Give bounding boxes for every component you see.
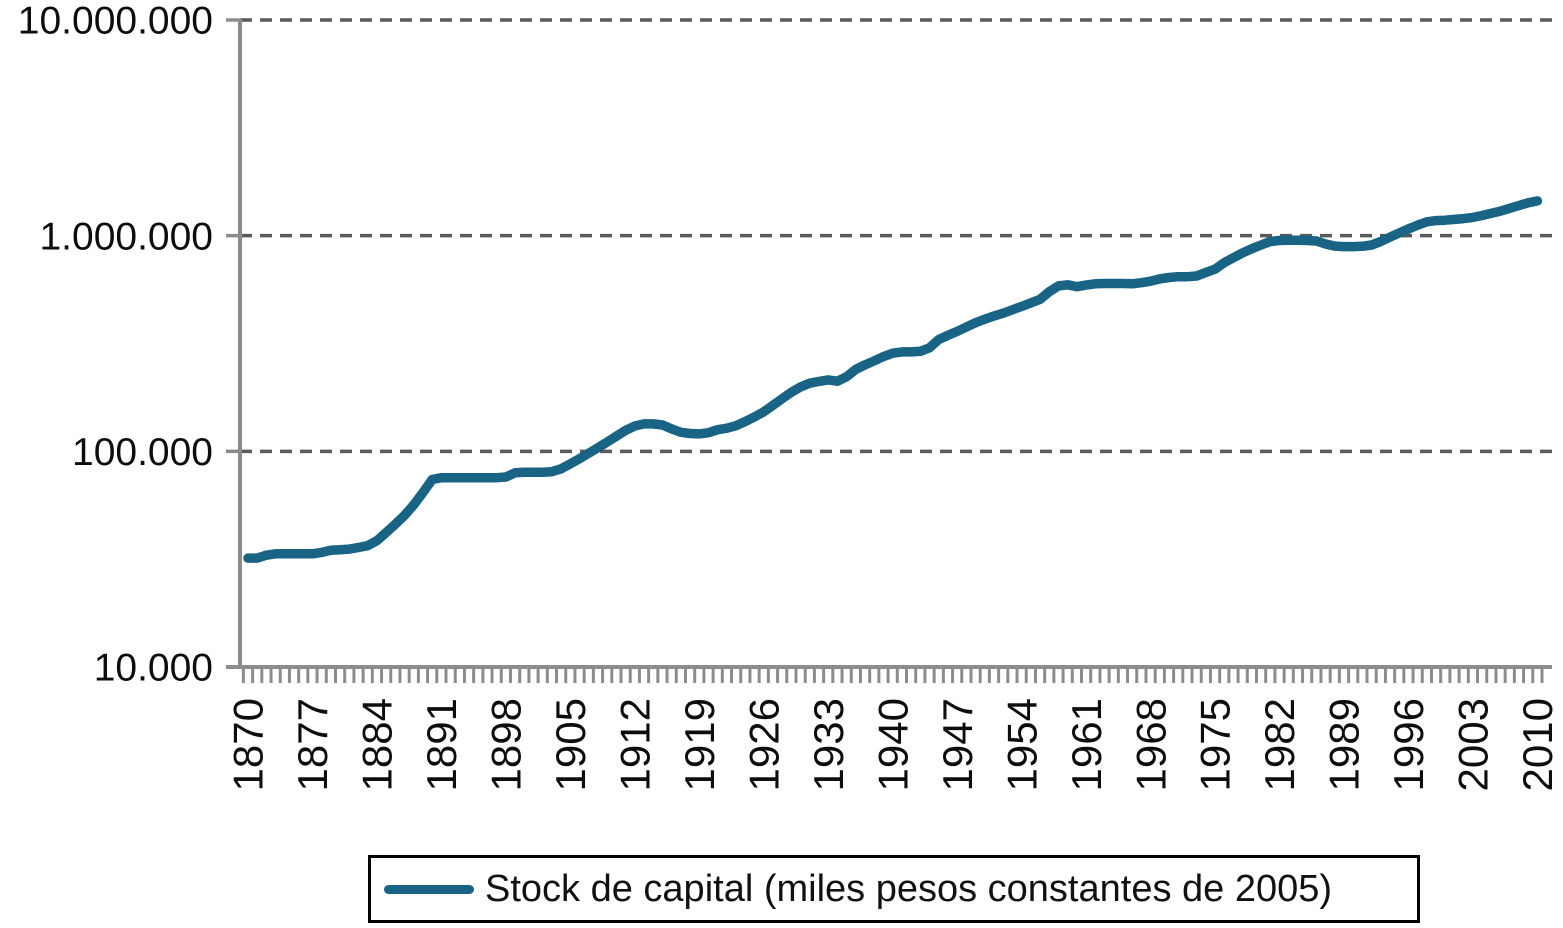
legend: Stock de capital (miles pesos constantes… bbox=[368, 855, 1420, 923]
x-tick-label: 2010 bbox=[1514, 698, 1561, 791]
legend-series-label: Stock de capital (miles pesos constantes… bbox=[485, 867, 1333, 910]
x-tick-label: 1898 bbox=[483, 698, 530, 791]
x-tick-label: 1933 bbox=[805, 698, 852, 791]
x-tick-label: 1940 bbox=[869, 698, 916, 791]
x-tick-label: 1989 bbox=[1321, 698, 1368, 791]
x-tick-label: 1926 bbox=[740, 698, 787, 791]
x-tick-label: 1947 bbox=[934, 698, 981, 791]
x-tick-label: 1982 bbox=[1256, 698, 1303, 791]
x-tick-label: 1954 bbox=[998, 698, 1045, 791]
x-tick-label: 1968 bbox=[1127, 698, 1174, 791]
legend-line-sample-icon bbox=[384, 884, 474, 894]
x-tick-label: 1877 bbox=[289, 698, 336, 791]
x-tick-label: 1919 bbox=[676, 698, 723, 791]
x-tick-label: 1905 bbox=[547, 698, 594, 791]
y-tick-label: 1.000.000 bbox=[39, 215, 213, 258]
capital-stock-line-chart: 10.000.000 1.000.000 100.000 10.000 1870 1877… bbox=[18, 0, 1561, 791]
x-tick-label: 2003 bbox=[1450, 698, 1497, 791]
y-tick-label: 100.000 bbox=[72, 431, 213, 474]
capital-stock-line bbox=[243, 196, 1543, 563]
x-tick-label: 1891 bbox=[418, 698, 465, 791]
x-tick-label: 1975 bbox=[1192, 698, 1239, 791]
x-tick-label: 1884 bbox=[354, 698, 401, 791]
x-tick-label: 1996 bbox=[1385, 698, 1432, 791]
x-tick-label: 1961 bbox=[1063, 698, 1110, 791]
y-tick-label: 10.000.000 bbox=[18, 0, 213, 43]
y-tick-label: 10.000 bbox=[94, 647, 213, 690]
x-tick-label: 1912 bbox=[612, 698, 659, 791]
x-tick-label: 1870 bbox=[225, 698, 272, 791]
